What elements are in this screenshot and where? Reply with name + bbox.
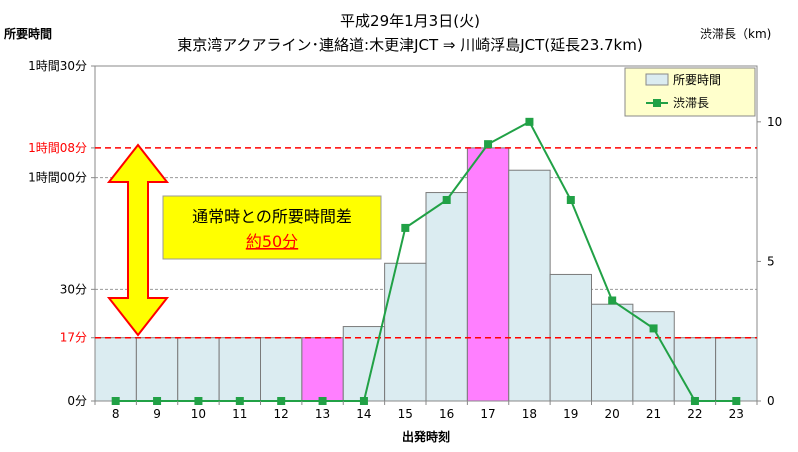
x-tick-label: 8: [112, 407, 120, 421]
line-point: [690, 397, 699, 405]
bar: [301, 337, 344, 402]
reference-lines: [95, 147, 757, 339]
line-point: [359, 397, 368, 405]
x-tick-label: 10: [191, 407, 206, 421]
bar: [177, 337, 220, 402]
bar: [135, 337, 179, 402]
x-tick-label: 22: [687, 407, 702, 421]
x-tick-label: 23: [729, 407, 744, 421]
left-tick-label: 1時間30分: [28, 59, 87, 73]
line-point: [194, 397, 203, 405]
right-tick-label: 0: [767, 394, 775, 408]
x-tick-label: 17: [480, 407, 495, 421]
legend-bar-swatch: [645, 73, 669, 86]
right-tick-label: 5: [767, 254, 775, 268]
line-point: [566, 196, 575, 204]
line-point: [484, 140, 493, 149]
x-tick-label: 9: [153, 407, 161, 421]
bar: [673, 337, 717, 402]
x-tick-label: 15: [398, 407, 413, 421]
bar: [591, 303, 634, 402]
left-axis-label: 所要時間: [4, 26, 52, 41]
chart-title-line2: 東京湾アクアライン･連絡道:木更津JCT ⇒ 川崎浮島JCT(延長23.7km): [177, 36, 642, 54]
legend: 所要時間 渋滞長: [624, 67, 756, 117]
x-tick-label: 19: [563, 407, 578, 421]
legend-bar-label: 所要時間: [673, 73, 721, 87]
annotation-line2: 約50分: [246, 232, 298, 251]
bar: [508, 169, 551, 402]
legend-line-label: 渋滞長: [673, 96, 709, 110]
line-point: [153, 397, 162, 405]
right-axis-label: 渋滞長（km): [700, 27, 771, 41]
bar-series: [94, 147, 758, 402]
legend-line-marker: [653, 99, 661, 107]
bar: [94, 337, 137, 402]
line-point: [277, 397, 286, 405]
left-tick-label: 1時間08分: [28, 141, 87, 155]
line-point: [442, 196, 451, 204]
x-tick-label: 11: [232, 407, 247, 421]
line-point: [111, 397, 120, 405]
chart-title-line1: 平成29年1月3日(火): [340, 12, 480, 30]
left-tick-label: 0分: [67, 394, 87, 408]
annotation-line1: 通常時との所要時間差: [192, 207, 352, 226]
bar: [384, 262, 427, 402]
right-tick-label: 10: [767, 115, 782, 129]
bar: [260, 337, 303, 402]
x-tick-label: 12: [274, 407, 289, 421]
bar: [342, 326, 386, 402]
left-tick-label: 17分: [60, 331, 87, 345]
x-tick-label: 20: [605, 407, 620, 421]
line-point: [235, 397, 244, 405]
line-point: [649, 324, 658, 333]
x-tick-label: 16: [439, 407, 454, 421]
left-tick-label: 30分: [60, 282, 87, 296]
annotation-box: [162, 195, 382, 260]
bar: [218, 337, 261, 402]
axes: 0分 17分 30分 1時間00分 1時間08分 1時間30分 0 5 10 8 9 10 11 12 13…: [28, 59, 782, 421]
x-tick-label: 21: [646, 407, 661, 421]
line-point: [318, 397, 327, 405]
left-tick-label: 1時間00分: [28, 171, 87, 185]
line-point: [732, 397, 741, 405]
bar: [425, 192, 468, 402]
line-point: [608, 296, 617, 305]
x-tick-label: 18: [522, 407, 537, 421]
x-tick-label: 14: [356, 407, 371, 421]
bar: [715, 337, 758, 402]
x-axis-label: 出発時刻: [402, 429, 450, 444]
line-point: [401, 223, 410, 232]
difference-arrow: [106, 143, 170, 337]
x-tick-label: 13: [315, 407, 330, 421]
bar: [466, 147, 510, 402]
line-point: [525, 117, 534, 126]
